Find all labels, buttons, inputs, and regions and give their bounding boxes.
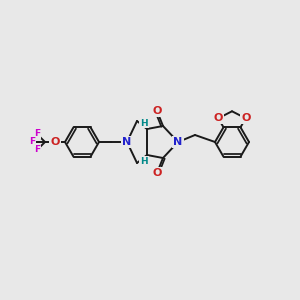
Text: F: F — [34, 130, 40, 139]
Text: N: N — [122, 137, 132, 147]
Text: N: N — [173, 137, 183, 147]
Text: F: F — [29, 137, 35, 146]
Text: O: O — [241, 113, 250, 123]
Text: H: H — [140, 157, 148, 166]
Text: F: F — [34, 146, 40, 154]
Text: O: O — [152, 106, 162, 116]
Text: H: H — [140, 118, 148, 127]
Text: O: O — [214, 113, 223, 123]
Text: O: O — [50, 137, 60, 147]
Text: O: O — [152, 168, 162, 178]
